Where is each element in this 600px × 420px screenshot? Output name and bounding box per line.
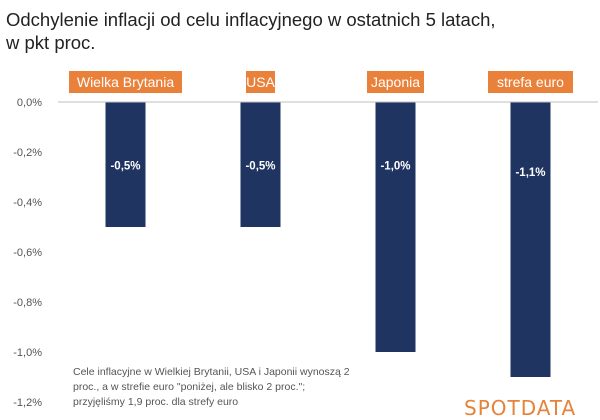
y-tick-label: -0,4% [13, 197, 42, 209]
footnote-line-3: przyjęliśmy 1,9 proc. dla strefy euro [73, 396, 239, 408]
y-tick-label: -0,6% [13, 247, 42, 259]
category-label: Japonia [371, 74, 420, 90]
category-label-background [69, 71, 182, 93]
spotdata-logo: SPOTDATA [464, 396, 577, 420]
bar [240, 102, 281, 227]
category-label-background [367, 71, 424, 93]
y-tick-label: -0,2% [13, 147, 42, 159]
bar-value-label: -1,0% [380, 161, 410, 173]
bar-value-label: -0,5% [110, 161, 140, 173]
footnote-line-1: Cele inflacyjne w Wielkiej Brytanii, USA… [73, 366, 350, 378]
category-label: strefa euro [497, 74, 564, 90]
footnote-line-2: proc., a w strefie euro "poniżej, ale bl… [73, 381, 306, 393]
bar [105, 102, 146, 227]
chart-title-line-2: w pkt proc. [6, 32, 96, 53]
y-tick-label: -1,2% [13, 397, 42, 409]
y-tick-label: -1,0% [13, 347, 42, 359]
footnote: Cele inflacyjne w Wielkiej Brytanii, USA… [73, 365, 373, 410]
bar-value-label: -0,5% [245, 161, 275, 173]
category-label: Wielka Brytania [77, 74, 174, 90]
y-tick-label: -0,8% [13, 297, 42, 309]
category-label: USA [246, 74, 275, 90]
chart-title-line-1: Odchylenie inflacji od celu inflacyjnego… [6, 9, 496, 30]
bar [375, 102, 416, 352]
category-label-background [488, 71, 573, 93]
y-tick-label: 0,0% [17, 97, 42, 109]
bar-value-label: -1,1% [515, 167, 545, 179]
bar [510, 102, 551, 377]
chart-title: Odchylenie inflacji od celu inflacyjnego… [6, 8, 566, 54]
category-label-background [246, 71, 275, 93]
